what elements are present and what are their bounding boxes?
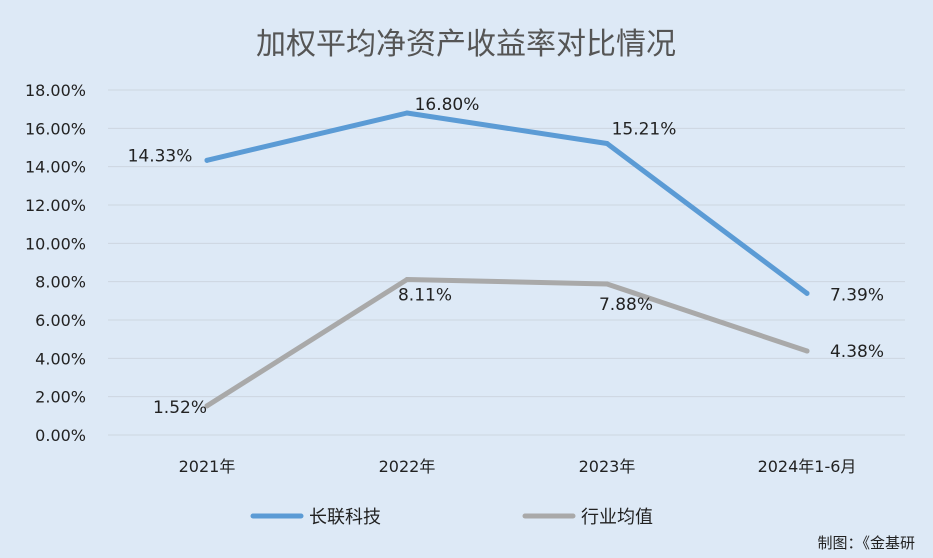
data-label: 7.88%: [599, 295, 653, 315]
y-tick-label: 8.00%: [35, 273, 86, 292]
series-lines: [204, 110, 810, 409]
y-tick-label: 18.00%: [25, 81, 86, 100]
y-tick-label: 14.00%: [25, 158, 86, 177]
series-2-point: [804, 348, 810, 354]
series-1-point: [804, 290, 810, 296]
data-label: 14.33%: [128, 146, 193, 166]
y-tick-label: 10.00%: [25, 234, 86, 253]
y-tick-label: 4.00%: [35, 349, 86, 368]
x-category-label: 2021年: [179, 457, 236, 476]
x-axis-categories: 2021年 2022年 2023年 2024年1-6月: [179, 457, 857, 476]
x-category-label: 2023年: [579, 457, 636, 476]
data-label: 16.80%: [415, 95, 480, 115]
chart-title: 加权平均净资产收益率对比情况: [256, 27, 676, 62]
legend: 长联科技 行业均值: [250, 507, 653, 528]
data-label: 7.39%: [830, 285, 884, 305]
x-category-label: 2024年1-6月: [758, 457, 857, 476]
y-tick-label: 6.00%: [35, 311, 86, 330]
y-tick-label: 12.00%: [25, 196, 86, 215]
legend-label: 长联科技: [309, 507, 381, 528]
series-2-point: [404, 277, 410, 283]
y-axis-ticks: 0.00% 2.00% 4.00% 6.00% 8.00% 10.00% 12.00% 14.…: [25, 81, 86, 445]
legend-label: 行业均值: [581, 507, 653, 528]
y-tick-label: 16.00%: [25, 119, 86, 138]
series-1-point: [404, 110, 410, 116]
y-tick-label: 0.00%: [35, 426, 86, 445]
series-1-point: [604, 140, 610, 146]
gridlines: [108, 89, 905, 436]
series-2-point: [204, 403, 210, 409]
series-2-point: [604, 281, 610, 287]
series-1-point: [204, 157, 210, 163]
data-label: 15.21%: [612, 119, 677, 139]
data-label: 1.52%: [153, 398, 207, 418]
data-labels: 14.33% 16.80% 15.21% 7.39% 1.52% 8.11% 7.88% 4.…: [128, 95, 884, 418]
data-label: 4.38%: [830, 342, 884, 362]
y-tick-label: 2.00%: [35, 388, 86, 407]
series-line-2: [204, 277, 810, 409]
series-line-1: [204, 110, 810, 296]
x-category-label: 2022年: [379, 457, 436, 476]
chart-credit: 制图：《金基研: [817, 534, 915, 552]
data-label: 8.11%: [398, 286, 452, 306]
